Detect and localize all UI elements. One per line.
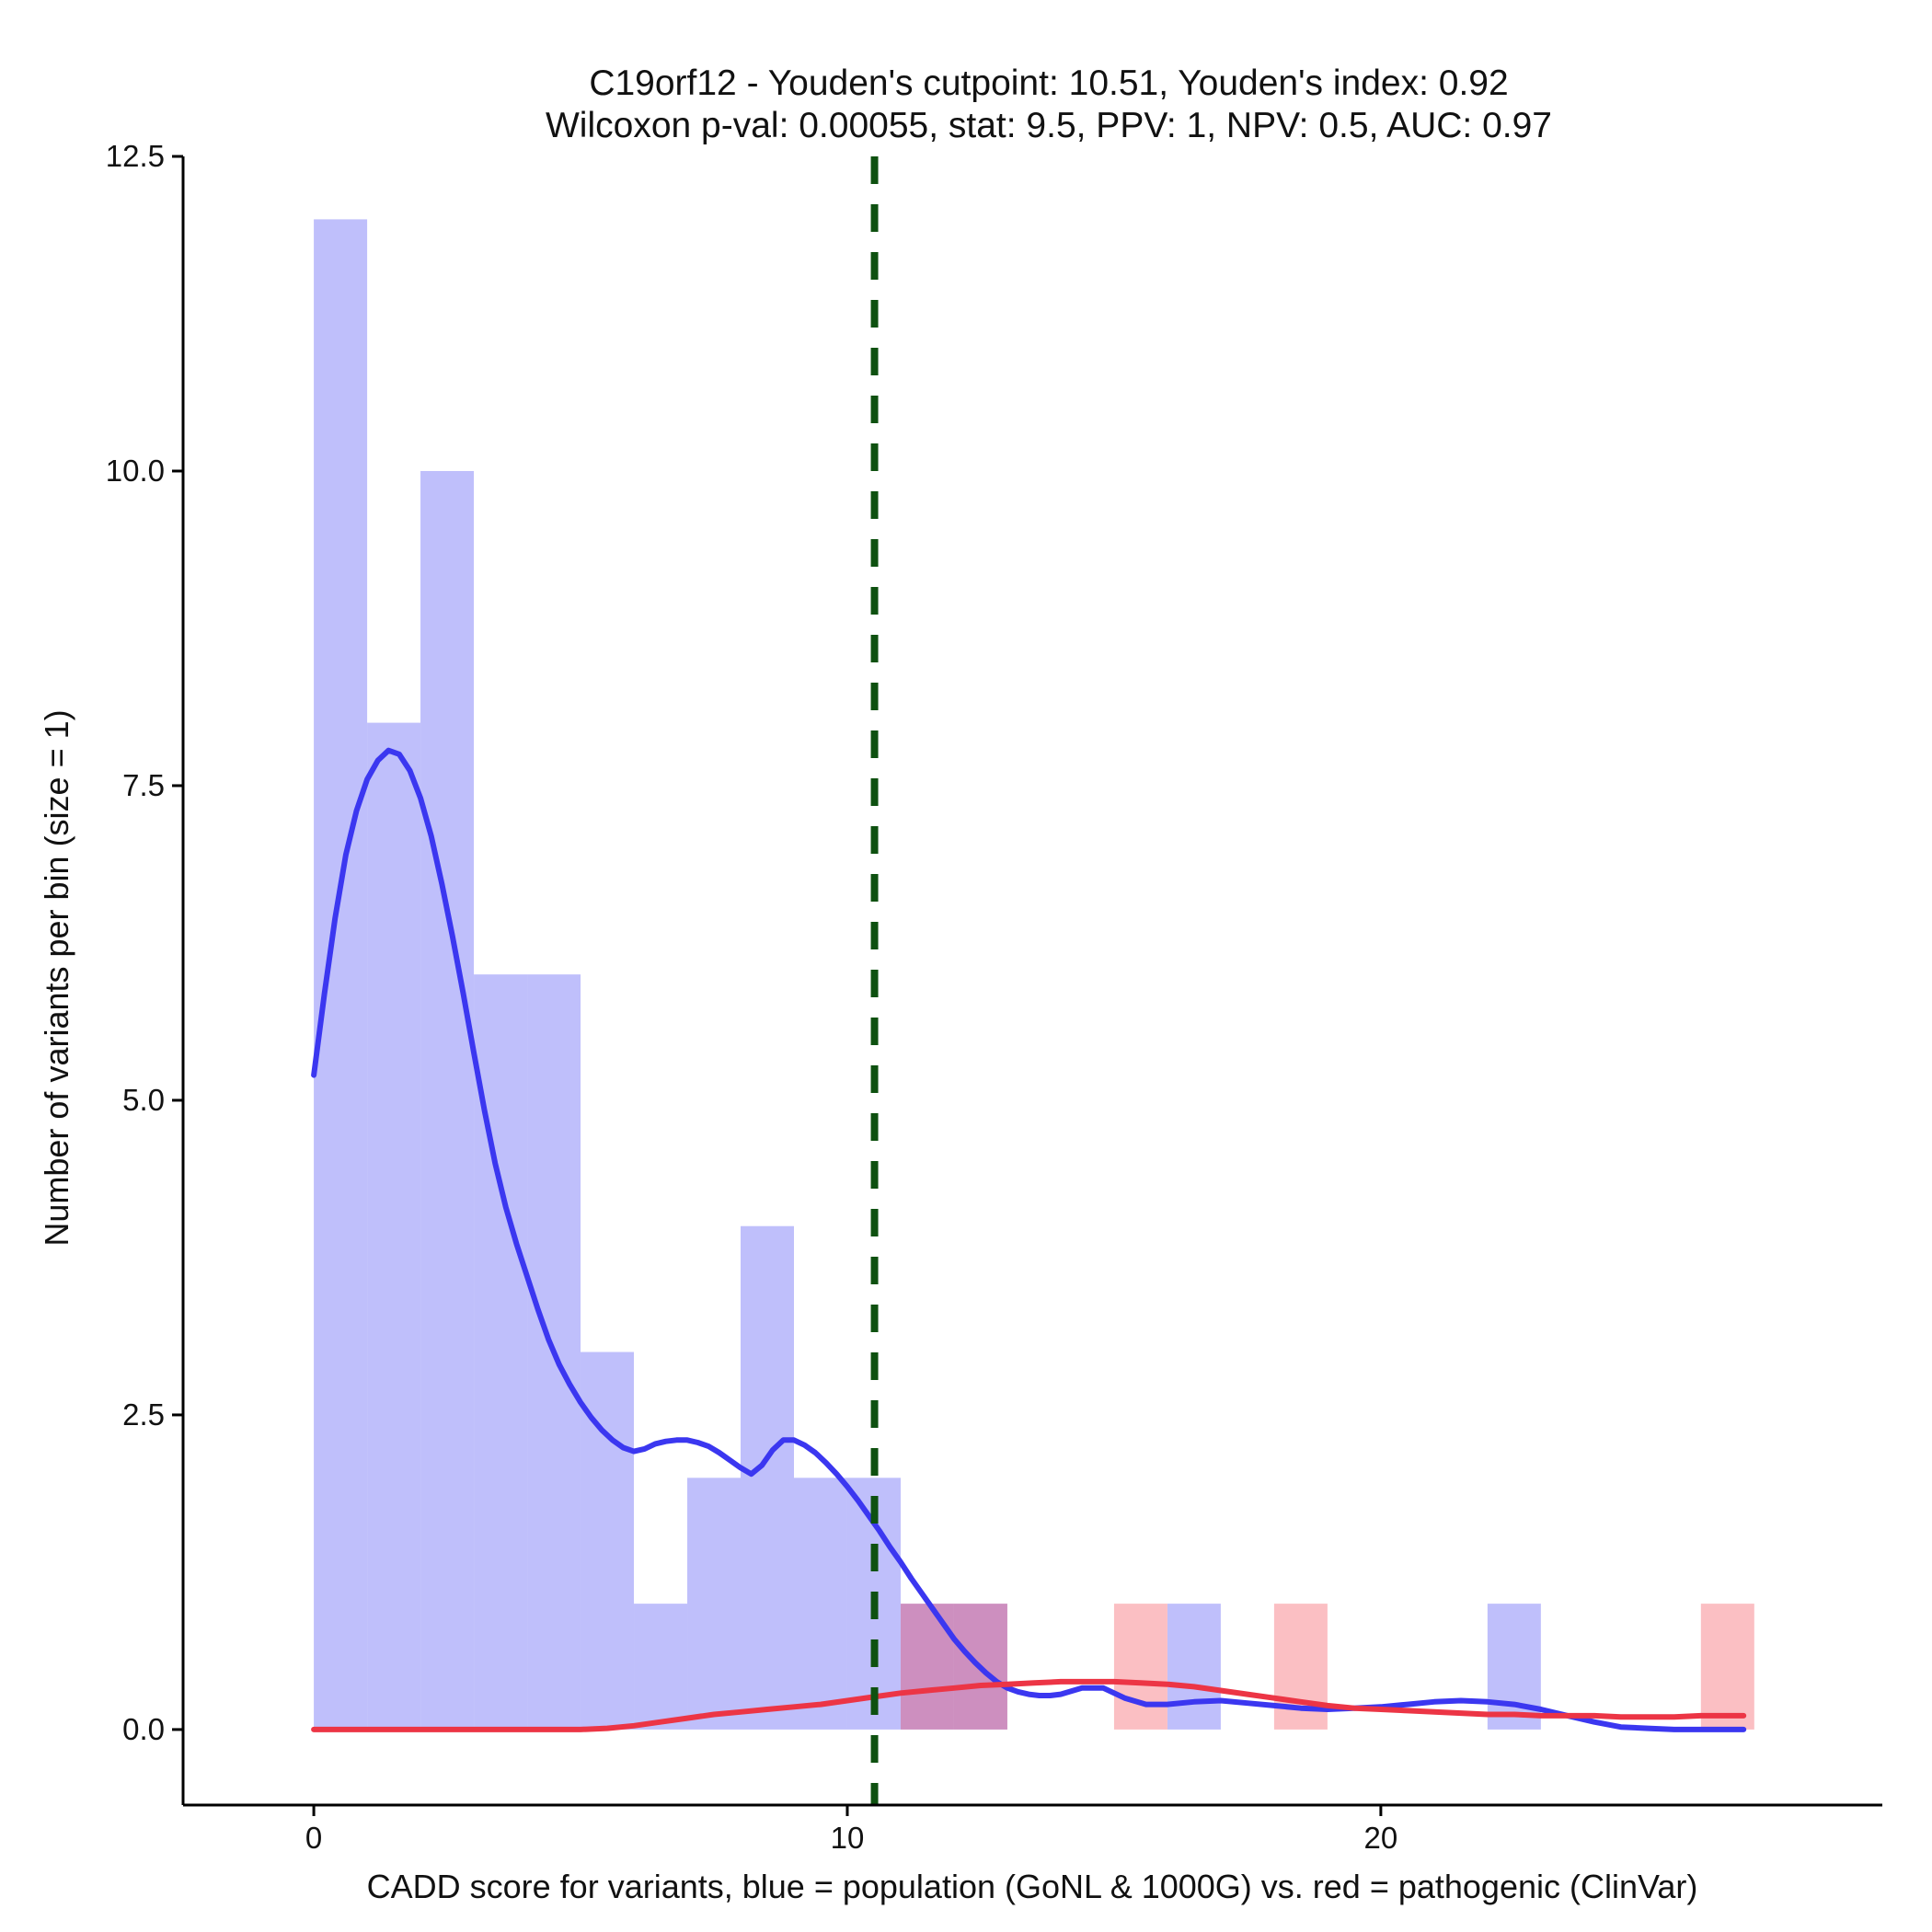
- x-tick-label: 0: [305, 1821, 322, 1855]
- population-bar: [687, 1478, 742, 1730]
- population-density-line: [311, 747, 1747, 1732]
- population-bars: [314, 219, 1541, 1730]
- x-tick-label: 10: [831, 1821, 865, 1855]
- y-tick-label: 2.5: [122, 1397, 165, 1432]
- overlap-bars: [900, 1604, 1007, 1730]
- y-axis-label: Number of variants per bin (size = 1): [38, 709, 75, 1246]
- chart-subtitle: Wilcoxon p-val: 0.00055, stat: 9.5, PPV:…: [546, 106, 1552, 145]
- overlap-bar: [900, 1604, 954, 1730]
- population-bar: [581, 1351, 635, 1730]
- population-bar: [741, 1225, 794, 1730]
- pathogenic-bars: [1113, 1604, 1754, 1730]
- x-axis-ticks: 0 10 20: [305, 1805, 1397, 1855]
- y-tick-label: 0.0: [122, 1712, 165, 1746]
- x-tick-label: 20: [1364, 1821, 1398, 1855]
- population-bar: [314, 219, 368, 1730]
- x-axis-label: CADD score for variants, blue = populati…: [367, 1868, 1698, 1905]
- population-bar: [634, 1604, 688, 1730]
- y-tick-label: 7.5: [122, 768, 165, 802]
- population-bar: [1167, 1604, 1221, 1730]
- y-tick-label: 12.5: [106, 139, 165, 173]
- pathogenic-density-line: [311, 1678, 1747, 1732]
- y-tick-label: 5.0: [122, 1083, 165, 1117]
- pathogenic-bar: [1700, 1604, 1754, 1730]
- population-bar: [420, 470, 475, 1730]
- axes: 0.0 2.5 5.0 7.5 10.0 12.5 0 10 20: [106, 139, 1882, 1855]
- population-bar: [793, 1478, 847, 1730]
- y-tick-label: 10.0: [106, 454, 165, 488]
- pathogenic-bar: [1113, 1604, 1167, 1730]
- y-axis-ticks: 0.0 2.5 5.0 7.5 10.0 12.5: [106, 139, 183, 1746]
- chart-title: C19orf12 - Youden's cutpoint: 10.51, You…: [589, 63, 1508, 103]
- population-bar: [367, 722, 421, 1730]
- title-block: C19orf12 - Youden's cutpoint: 10.51, You…: [546, 63, 1552, 145]
